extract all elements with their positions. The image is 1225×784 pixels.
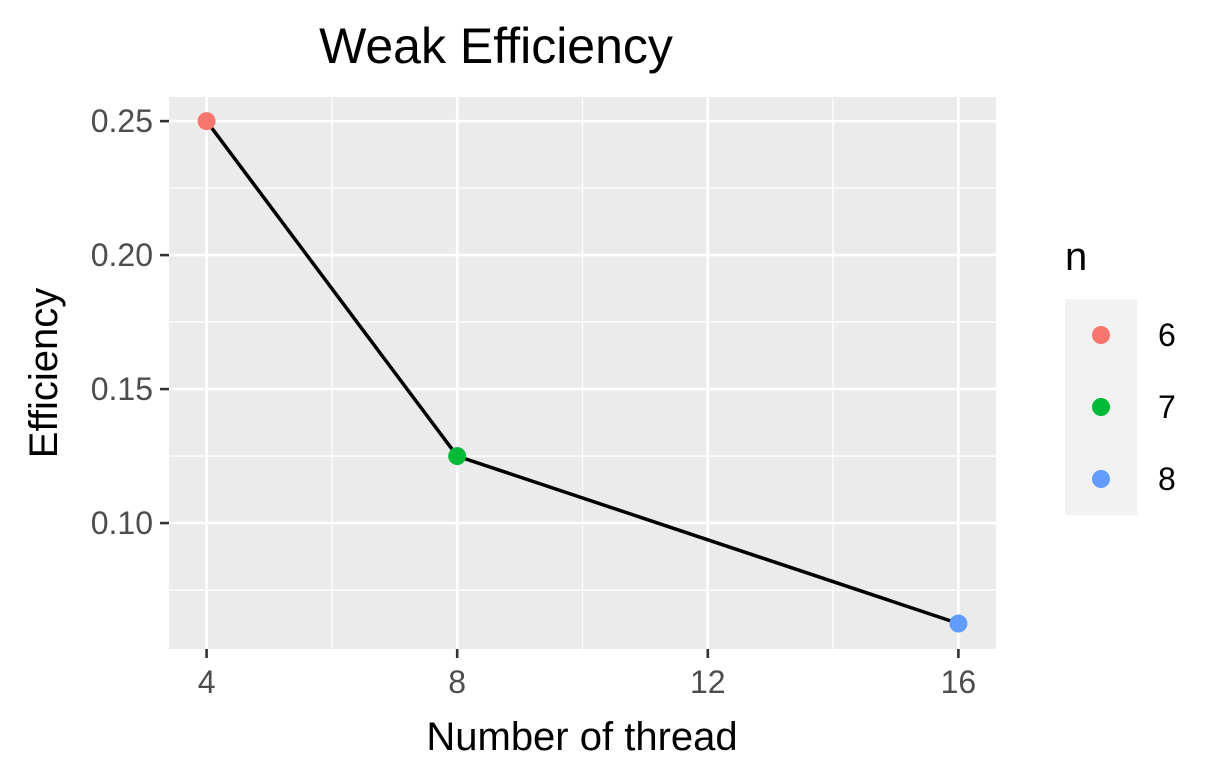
legend-title: n — [1065, 235, 1087, 279]
legend-label-6: 6 — [1158, 317, 1176, 353]
x-tick-label: 12 — [690, 664, 726, 700]
y-tick-label: 0.10 — [91, 505, 153, 541]
legend-entries: 6 7 8 — [1092, 317, 1176, 497]
x-tick-label: 16 — [941, 664, 977, 700]
chart-title: Weak Efficiency — [319, 18, 673, 74]
legend-key-6 — [1092, 326, 1110, 344]
y-tick-label: 0.15 — [91, 371, 153, 407]
y-tick-label: 0.20 — [91, 237, 153, 273]
legend-key-8 — [1092, 470, 1110, 488]
legend-label-8: 8 — [1158, 461, 1176, 497]
y-tick-label: 0.25 — [91, 103, 153, 139]
legend: n 6 7 8 — [1065, 235, 1176, 515]
x-tick-label: 4 — [198, 664, 216, 700]
data-point-n-7 — [448, 447, 467, 466]
data-point-n-8 — [949, 614, 968, 633]
legend-key-7 — [1092, 398, 1110, 416]
y-axis-title: Efficiency — [22, 288, 66, 458]
grid — [169, 97, 996, 649]
data-points — [197, 112, 968, 633]
x-tick-label: 8 — [448, 664, 466, 700]
x-axis: 4 8 12 16 — [198, 649, 977, 700]
x-axis-title: Number of thread — [426, 715, 737, 759]
data-point-n-6 — [197, 112, 216, 131]
y-axis: 0.10 0.15 0.20 0.25 — [91, 103, 169, 541]
legend-label-7: 7 — [1158, 389, 1176, 425]
